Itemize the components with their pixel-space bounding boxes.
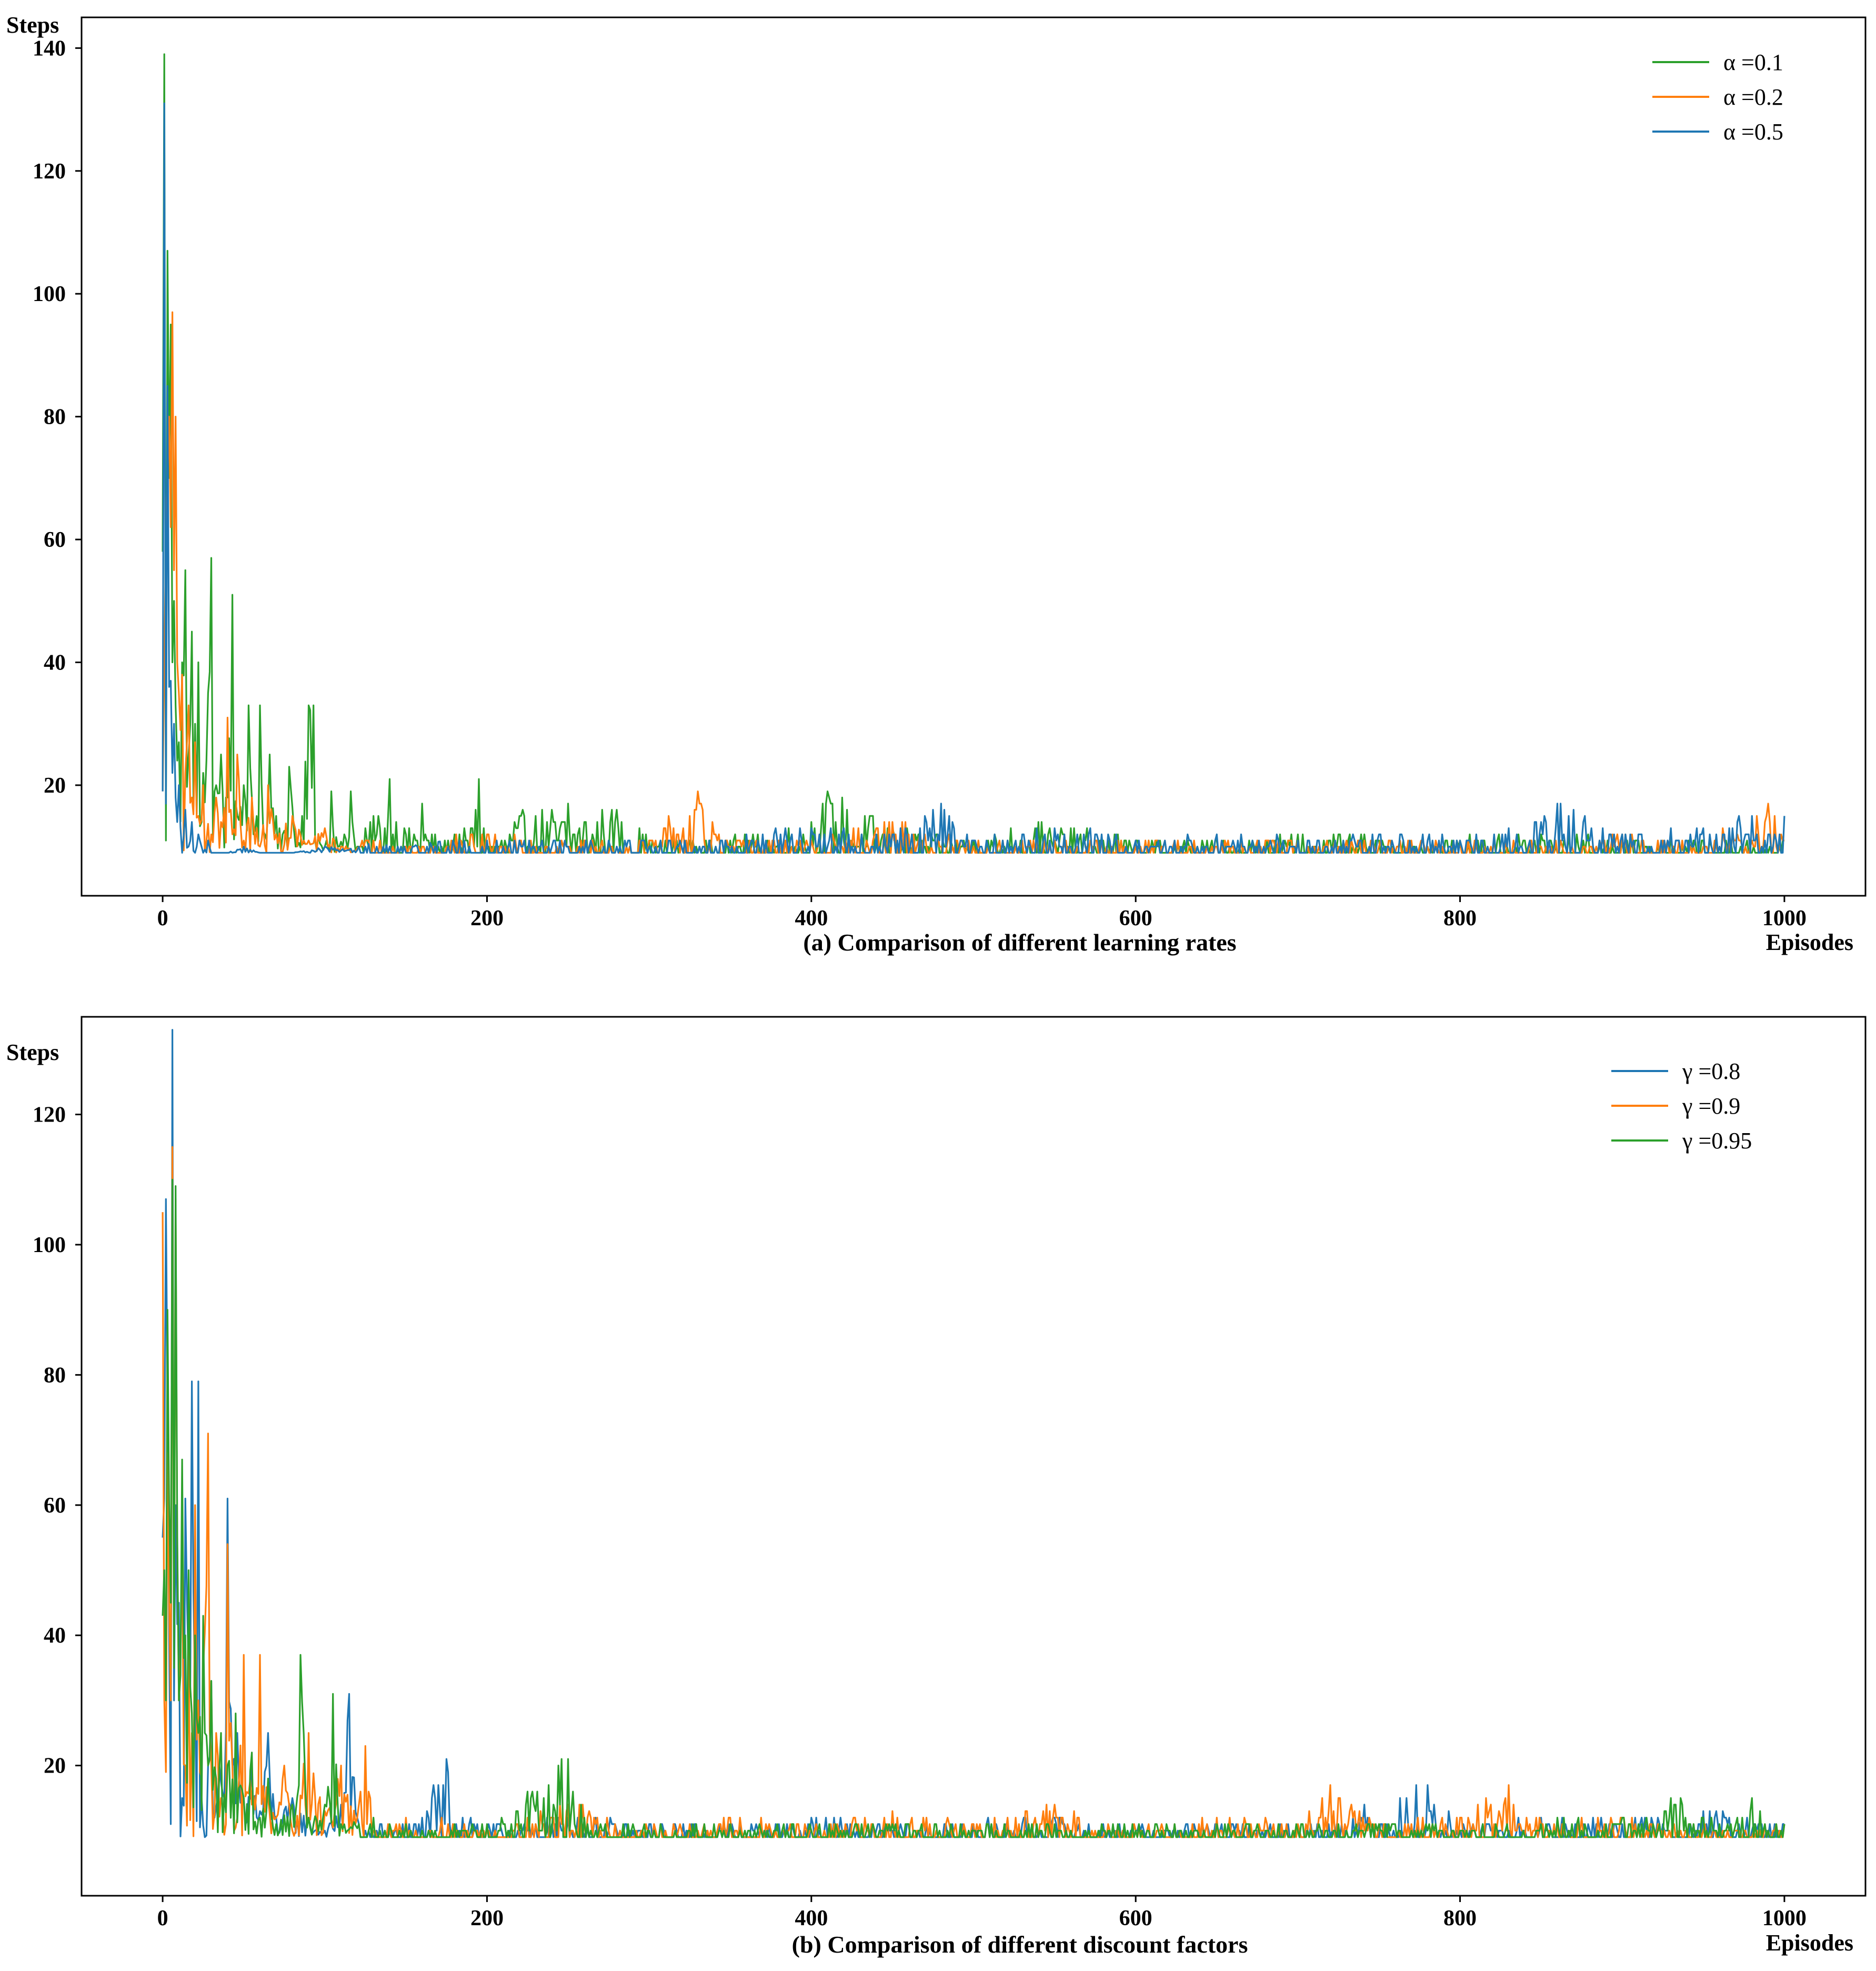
- y-tick-label: 100: [33, 1233, 66, 1257]
- series-line-2: [162, 1146, 1785, 1838]
- x-axis-label: Episodes: [1766, 1930, 1853, 1956]
- series-line-3: [162, 1178, 1785, 1838]
- legend-label: γ =0.95: [1682, 1128, 1752, 1154]
- y-tick-label: 60: [44, 1494, 66, 1518]
- chart-panel-b: 0 200 400 600 800 1000 20 40 60 80 100 120 Steps E…: [6, 1016, 1867, 1958]
- x-tick-label: 200: [470, 906, 504, 931]
- x-axis-ticks: 0 200 400 600 800 1000: [157, 1896, 1807, 1930]
- legend: γ =0.8 γ =0.9 γ =0.95: [1611, 1058, 1752, 1154]
- plot-frame: [81, 1016, 1867, 1897]
- legend-label: γ =0.8: [1682, 1058, 1740, 1084]
- x-axis-ticks: 0 200 400 600 800 1000: [157, 896, 1807, 931]
- x-tick-label: 200: [470, 1906, 504, 1930]
- series-line-1: [162, 53, 1784, 854]
- y-tick-label: 80: [44, 405, 66, 429]
- y-axis-ticks: 20 40 60 80 100 120: [33, 1103, 82, 1778]
- y-tick-label: 140: [33, 36, 66, 61]
- y-tick-label: 100: [33, 282, 66, 306]
- series-lines: [162, 53, 1785, 854]
- y-tick-label: 20: [44, 774, 66, 798]
- x-axis-label: Episodes: [1766, 929, 1853, 955]
- x-tick-label: 400: [795, 906, 828, 931]
- y-tick-label: 60: [44, 528, 66, 552]
- x-tick-label: 1000: [1762, 906, 1807, 931]
- x-tick-label: 0: [157, 1906, 168, 1930]
- x-tick-label: 600: [1119, 906, 1152, 931]
- y-tick-label: 40: [44, 651, 66, 675]
- series-line-2: [162, 311, 1784, 854]
- legend-label: α =0.1: [1723, 49, 1783, 75]
- legend-label: α =0.5: [1723, 119, 1783, 145]
- x-tick-label: 600: [1119, 1906, 1152, 1930]
- legend: α =0.1 α =0.2 α =0.5: [1652, 49, 1783, 145]
- y-axis-label: Steps: [6, 1039, 59, 1065]
- y-axis-label: Steps: [6, 12, 59, 38]
- x-tick-label: 800: [1443, 1906, 1477, 1930]
- y-tick-label: 20: [44, 1754, 66, 1778]
- x-tick-label: 1000: [1762, 1906, 1807, 1930]
- legend-label: α =0.2: [1723, 84, 1783, 110]
- y-tick-label: 80: [44, 1363, 66, 1387]
- series-line-1: [162, 1029, 1784, 1838]
- x-tick-label: 800: [1443, 906, 1477, 931]
- series-line-3: [162, 102, 1785, 854]
- series-lines: [162, 1029, 1785, 1838]
- chart-caption: (b) Comparison of different discount fac…: [792, 1931, 1248, 1958]
- y-tick-label: 120: [33, 1103, 66, 1127]
- legend-label: γ =0.9: [1682, 1093, 1740, 1119]
- chart-panel-a: 0 200 400 600 800 1000 20 40 60 80 100 120 140 Step…: [6, 12, 1867, 956]
- x-tick-label: 0: [157, 906, 168, 931]
- x-tick-label: 400: [795, 1906, 828, 1930]
- y-tick-label: 120: [33, 159, 66, 184]
- chart-caption: (a) Comparison of different learning rat…: [803, 929, 1236, 956]
- plot-frame: [81, 16, 1867, 897]
- y-axis-ticks: 20 40 60 80 100 120 140: [33, 36, 82, 798]
- y-tick-label: 40: [44, 1624, 66, 1648]
